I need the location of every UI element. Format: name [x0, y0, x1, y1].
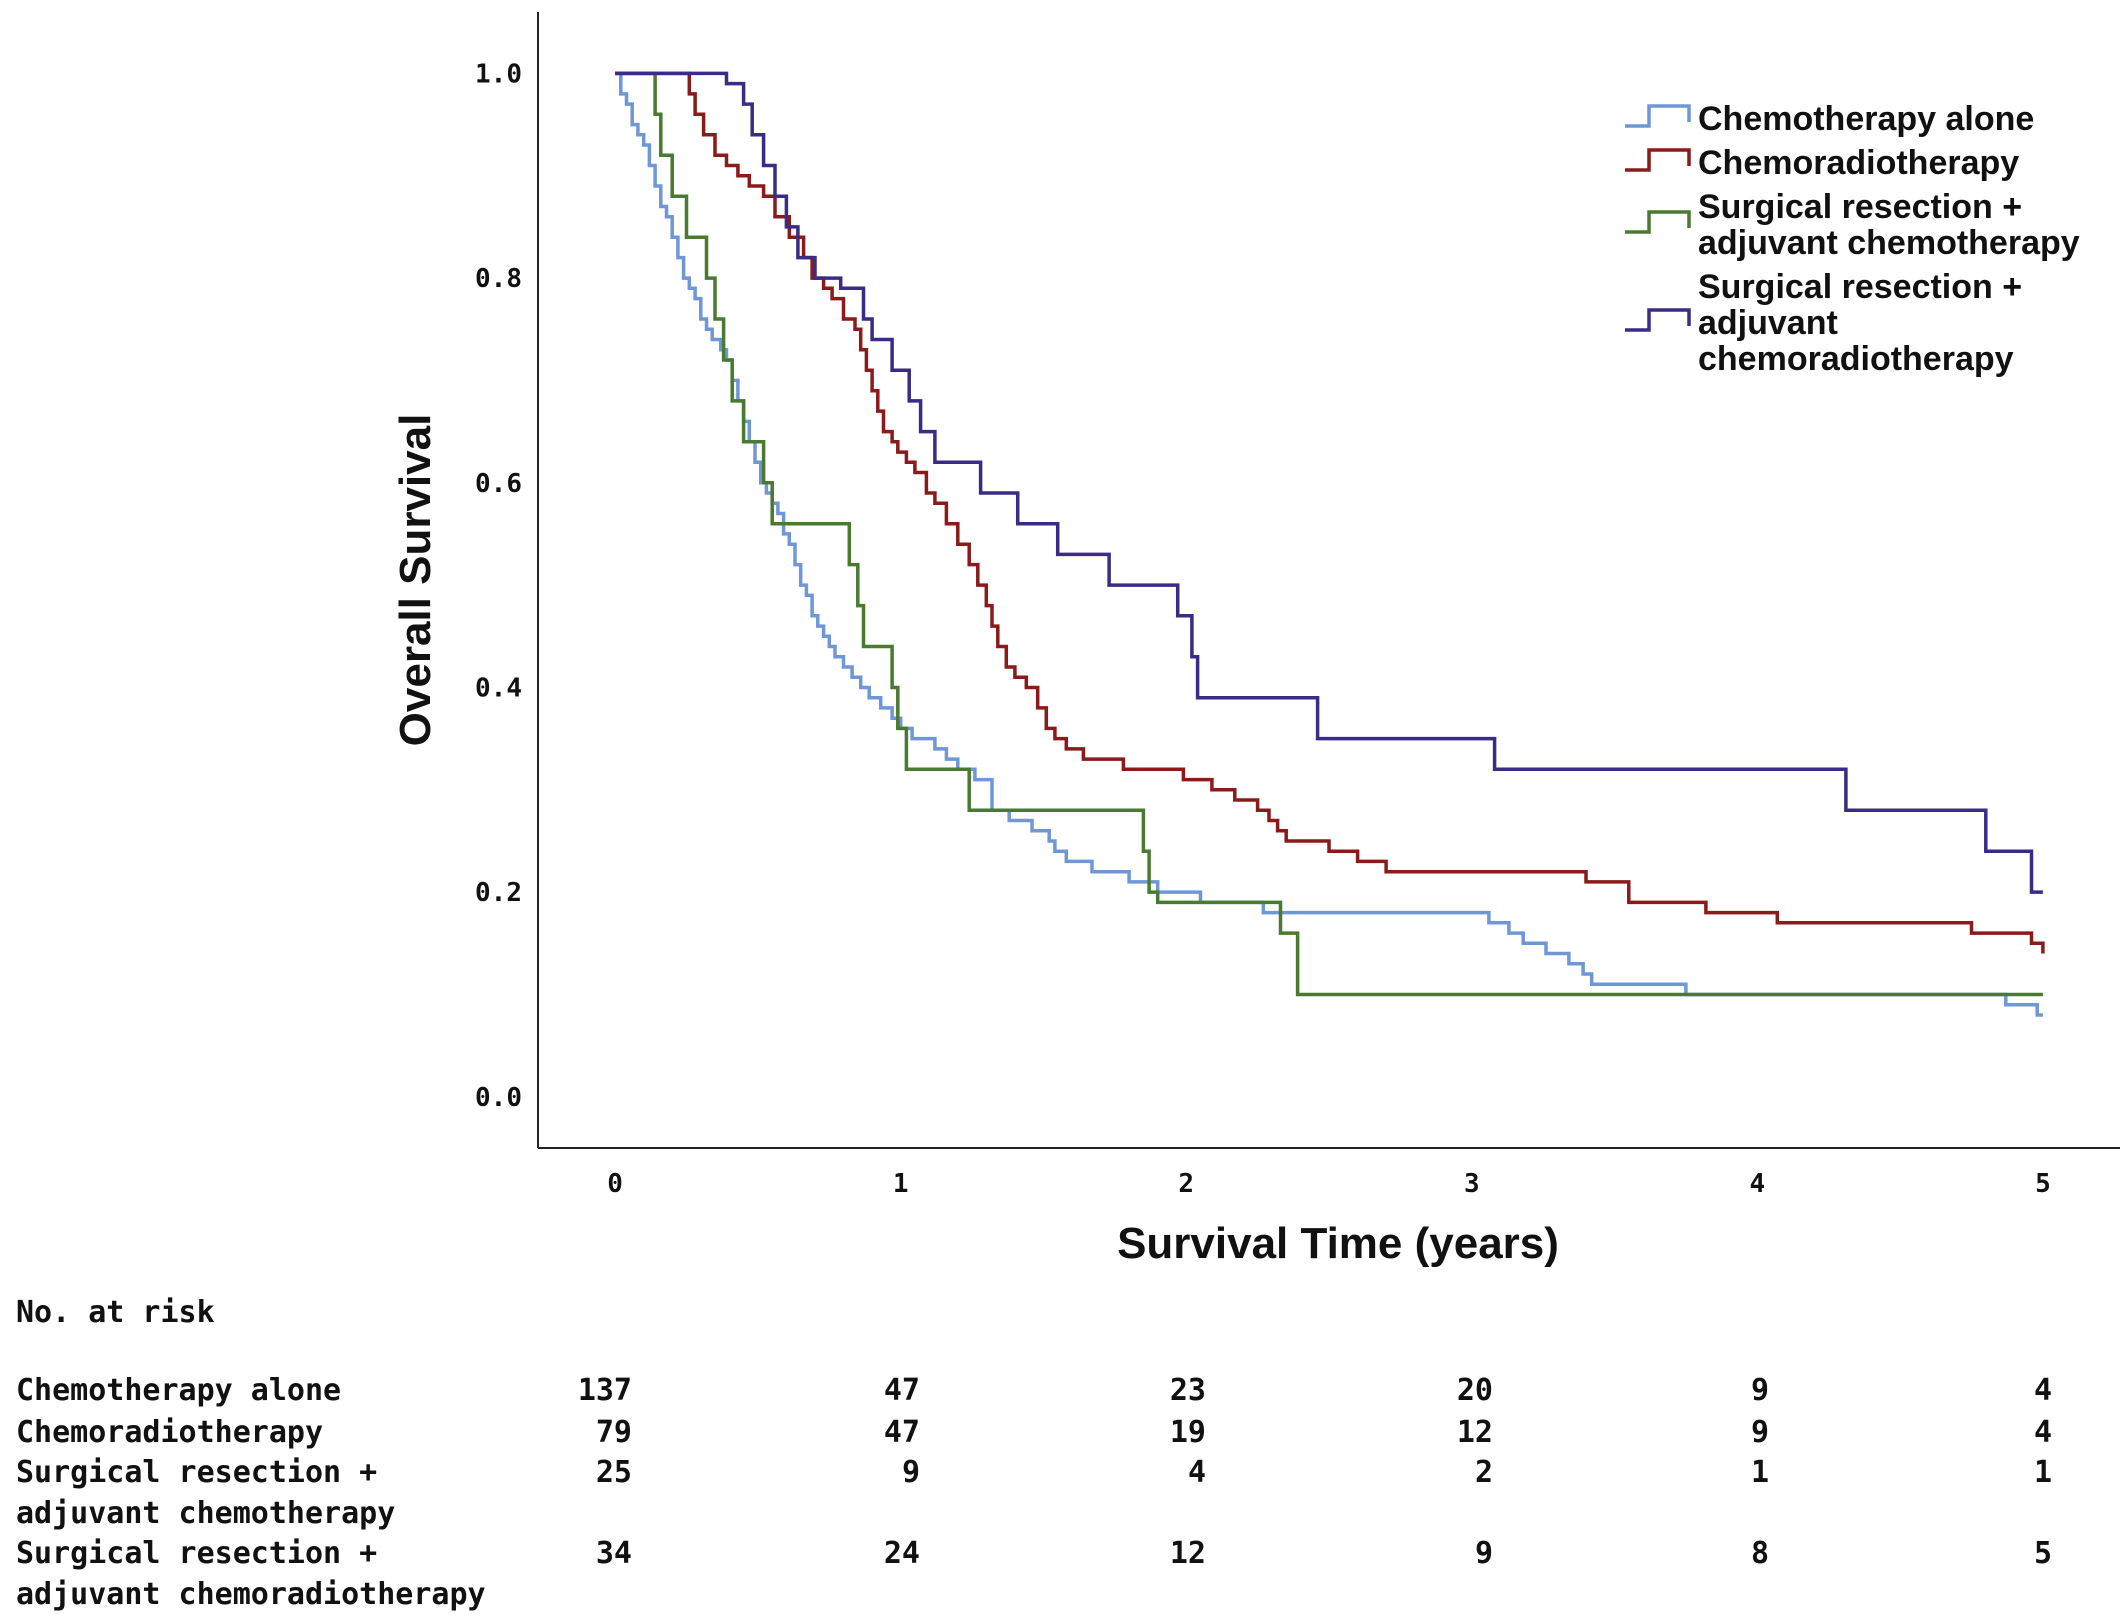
risk-count: 12 [1457, 1415, 1493, 1450]
series-line [615, 71, 2043, 894]
risk-count: 34 [596, 1536, 632, 1571]
y-tick-label: 0.8 [475, 264, 522, 294]
y-axis-title: Overall Survival [391, 414, 440, 747]
risk-count: 5 [2034, 1536, 2052, 1571]
risk-count: 2 [1475, 1455, 1493, 1490]
axes: 0.0 0.2 0.4 0.6 0.8 1.0 0 1 2 3 4 5 [475, 12, 2120, 1199]
legend-label: Chemotherapy alone [1698, 100, 2034, 138]
risk-row-label: Surgical resection + [16, 1536, 377, 1571]
risk-count: 137 [578, 1373, 632, 1408]
y-tick-label: 0.2 [475, 878, 522, 908]
series-line [615, 71, 2045, 954]
risk-count: 8 [1751, 1536, 1769, 1571]
legend-label: adjuvant [1698, 304, 1838, 342]
risk-count: 24 [884, 1536, 920, 1571]
x-axis-title: Survival Time (years) [1117, 1219, 1559, 1268]
series-lines [615, 71, 2045, 1017]
legend-swatch [1625, 104, 1691, 128]
legend-label: Surgical resection + [1698, 188, 2022, 226]
risk-count: 19 [1170, 1415, 1206, 1450]
legend-swatch [1625, 210, 1691, 234]
y-tick-label: 0.0 [475, 1083, 522, 1113]
y-tick-label: 1.0 [475, 59, 522, 89]
risk-count: 9 [902, 1455, 920, 1490]
risk-count: 47 [884, 1415, 920, 1450]
x-tick-label: 5 [2035, 1169, 2051, 1199]
legend-label: Surgical resection + [1698, 268, 2022, 306]
risk-row-label: adjuvant chemoradiotherapy [16, 1577, 486, 1612]
risk-count: 1 [1751, 1455, 1769, 1490]
risk-table-title: No. at risk [16, 1295, 215, 1330]
y-tick-label: 0.6 [475, 469, 522, 499]
legend-label: chemoradiotherapy [1698, 340, 2014, 378]
risk-count: 9 [1751, 1373, 1769, 1408]
x-tick-label: 0 [607, 1169, 623, 1199]
risk-count: 1 [2034, 1455, 2052, 1490]
legend-swatch [1625, 308, 1691, 332]
legend-swatch [1625, 148, 1691, 172]
risk-row-label: Surgical resection + [16, 1455, 377, 1490]
risk-count: 4 [1188, 1455, 1206, 1490]
risk-table: No. at risk Chemotherapy alone 137 47 23 20 9 4… [16, 1295, 2052, 1612]
risk-row-label: Chemotherapy alone [16, 1373, 341, 1408]
series-line [615, 71, 2043, 1017]
x-tick-label: 4 [1750, 1169, 1766, 1199]
legend: Chemotherapy alone Chemoradiotherapy Surgi… [1625, 100, 2080, 378]
x-tick-label: 2 [1178, 1169, 1194, 1199]
risk-count: 9 [1475, 1536, 1493, 1571]
x-tick-label: 3 [1464, 1169, 1480, 1199]
risk-count: 23 [1170, 1373, 1206, 1408]
risk-count: 12 [1170, 1536, 1206, 1571]
risk-count: 4 [2034, 1373, 2052, 1408]
x-tick-label: 1 [893, 1169, 909, 1199]
risk-count: 20 [1457, 1373, 1493, 1408]
risk-count: 9 [1751, 1415, 1769, 1450]
series-line [615, 71, 2043, 997]
risk-count: 4 [2034, 1415, 2052, 1450]
legend-label: Chemoradiotherapy [1698, 144, 2019, 182]
risk-count: 79 [596, 1415, 632, 1450]
risk-row-label: Chemoradiotherapy [16, 1415, 323, 1450]
risk-count: 25 [596, 1455, 632, 1490]
y-tick-label: 0.4 [475, 673, 522, 703]
risk-row-label: adjuvant chemotherapy [16, 1496, 395, 1531]
risk-count: 47 [884, 1373, 920, 1408]
legend-label: adjuvant chemotherapy [1698, 224, 2080, 262]
